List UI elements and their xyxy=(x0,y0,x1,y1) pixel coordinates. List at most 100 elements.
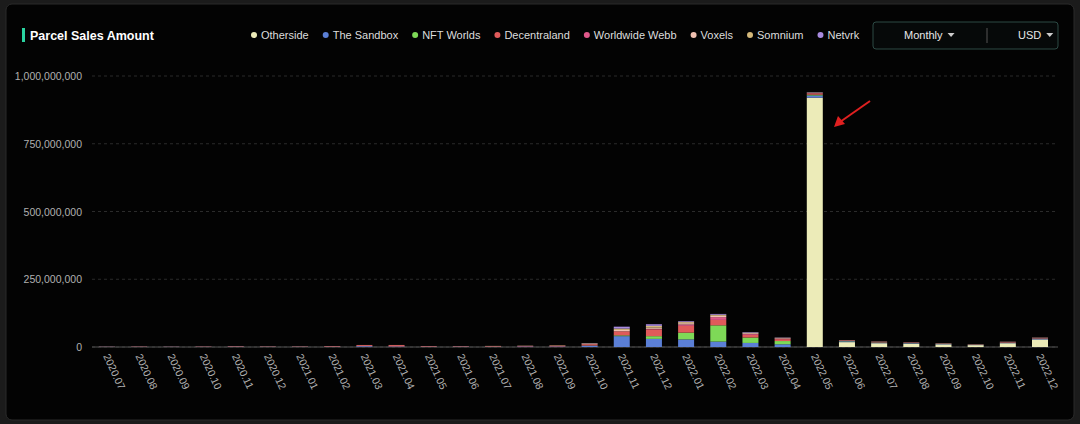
bar-segment xyxy=(646,326,662,328)
bar-segment xyxy=(839,340,855,341)
bar-segment xyxy=(421,346,437,347)
bar-segment xyxy=(678,323,694,324)
x-tick-label: 2022.11 xyxy=(1002,352,1029,391)
bar-segment xyxy=(356,345,372,346)
bar-segment xyxy=(582,343,598,344)
x-tick-label: 2021.10 xyxy=(584,352,611,392)
bar-segment xyxy=(807,92,823,93)
bar-segment xyxy=(260,347,276,348)
x-tick-label: 2020.11 xyxy=(230,352,257,391)
x-tick-label: 2022.04 xyxy=(777,352,804,392)
bar-segment xyxy=(1000,341,1016,342)
bar-segment xyxy=(1000,343,1016,347)
x-tick-label: 2021.08 xyxy=(519,352,546,392)
control-label[interactable]: Monthly xyxy=(904,29,943,41)
bar-segment xyxy=(453,346,469,347)
bar-segment xyxy=(228,346,244,347)
bar-segment xyxy=(453,346,469,347)
bar-segment xyxy=(549,345,565,347)
bar-segment xyxy=(903,343,919,344)
bar-segment xyxy=(935,343,951,344)
legend-swatch xyxy=(584,32,590,38)
bar-segment xyxy=(549,345,565,346)
y-tick-label: 750,000,000 xyxy=(24,138,83,150)
y-tick-label: 0 xyxy=(76,341,82,353)
bar-segment xyxy=(324,346,340,347)
x-tick-label: 2021.11 xyxy=(616,352,643,391)
bar-segment xyxy=(742,335,758,338)
bar-segment xyxy=(903,342,919,343)
bar-segment xyxy=(1032,337,1048,339)
bar-segment xyxy=(228,346,244,347)
bar-segment xyxy=(163,346,179,347)
bar-segment xyxy=(1032,337,1048,338)
bar-segment xyxy=(871,341,887,343)
bar-segment xyxy=(228,346,244,347)
bar-segment xyxy=(260,346,276,347)
bars xyxy=(99,92,1048,347)
bar-segment xyxy=(710,315,726,316)
bar-segment xyxy=(389,345,405,346)
bar-segment xyxy=(935,343,951,344)
bar-segment xyxy=(807,92,823,93)
bar-segment xyxy=(646,329,662,336)
bar-segment xyxy=(903,342,919,343)
bar-segment xyxy=(839,340,855,341)
bar-segment xyxy=(260,346,276,347)
bar-segment xyxy=(968,344,984,345)
bar-segment xyxy=(163,346,179,347)
bar-segment xyxy=(99,346,115,347)
bar-segment xyxy=(517,346,533,347)
bar-segment xyxy=(260,346,276,347)
bar-segment xyxy=(839,341,855,343)
bar-segment xyxy=(871,343,887,347)
legend-label: Worldwide Webb xyxy=(594,29,677,41)
title-accent xyxy=(22,28,25,42)
x-tick-label: 2022.06 xyxy=(841,352,868,392)
legend-swatch xyxy=(251,32,257,38)
bar-segment xyxy=(839,340,855,341)
bar-segment xyxy=(485,346,501,347)
bar-segment xyxy=(228,347,244,348)
bar-segment xyxy=(582,343,598,345)
annotation-arrowhead xyxy=(834,116,845,127)
bar-segment xyxy=(742,332,758,334)
bar-segment xyxy=(807,92,823,93)
bar-segment xyxy=(163,346,179,347)
bar-segment xyxy=(421,346,437,347)
x-tick-label: 2022.02 xyxy=(712,352,739,392)
bar-segment xyxy=(549,346,565,347)
bar-segment xyxy=(292,346,308,347)
control-label[interactable]: USD xyxy=(1018,29,1041,41)
bar-segment xyxy=(389,345,405,346)
bar-segment xyxy=(614,327,630,329)
bar-segment xyxy=(903,342,919,343)
bar-segment xyxy=(131,347,147,348)
x-tick-label: 2022.05 xyxy=(809,352,836,392)
legend-label: Voxels xyxy=(701,29,734,41)
y-tick-label: 250,000,000 xyxy=(24,273,83,285)
bar-segment xyxy=(99,347,115,348)
bar-segment xyxy=(646,336,662,339)
bar-segment xyxy=(517,345,533,347)
x-tick-label: 2022.10 xyxy=(970,352,997,392)
bar-segment xyxy=(1032,338,1048,339)
bar-segment xyxy=(742,333,758,335)
bar-segment xyxy=(807,96,823,98)
bar-segment xyxy=(968,345,984,347)
x-tick-label: 2022.09 xyxy=(938,352,965,392)
bar-segment xyxy=(517,345,533,346)
bar-segment xyxy=(646,327,662,328)
bar-segment xyxy=(935,343,951,344)
bar-segment xyxy=(131,346,147,347)
bar-segment xyxy=(614,331,630,332)
bar-segment xyxy=(163,346,179,347)
bar-segment xyxy=(871,341,887,342)
x-tick-label: 2021.04 xyxy=(391,352,418,392)
bar-segment xyxy=(517,345,533,346)
x-tick-label: 2020.08 xyxy=(133,352,160,392)
bar-segment xyxy=(292,346,308,347)
bar-segment xyxy=(421,346,437,347)
bar-segment xyxy=(453,346,469,347)
bar-segment xyxy=(775,337,791,338)
